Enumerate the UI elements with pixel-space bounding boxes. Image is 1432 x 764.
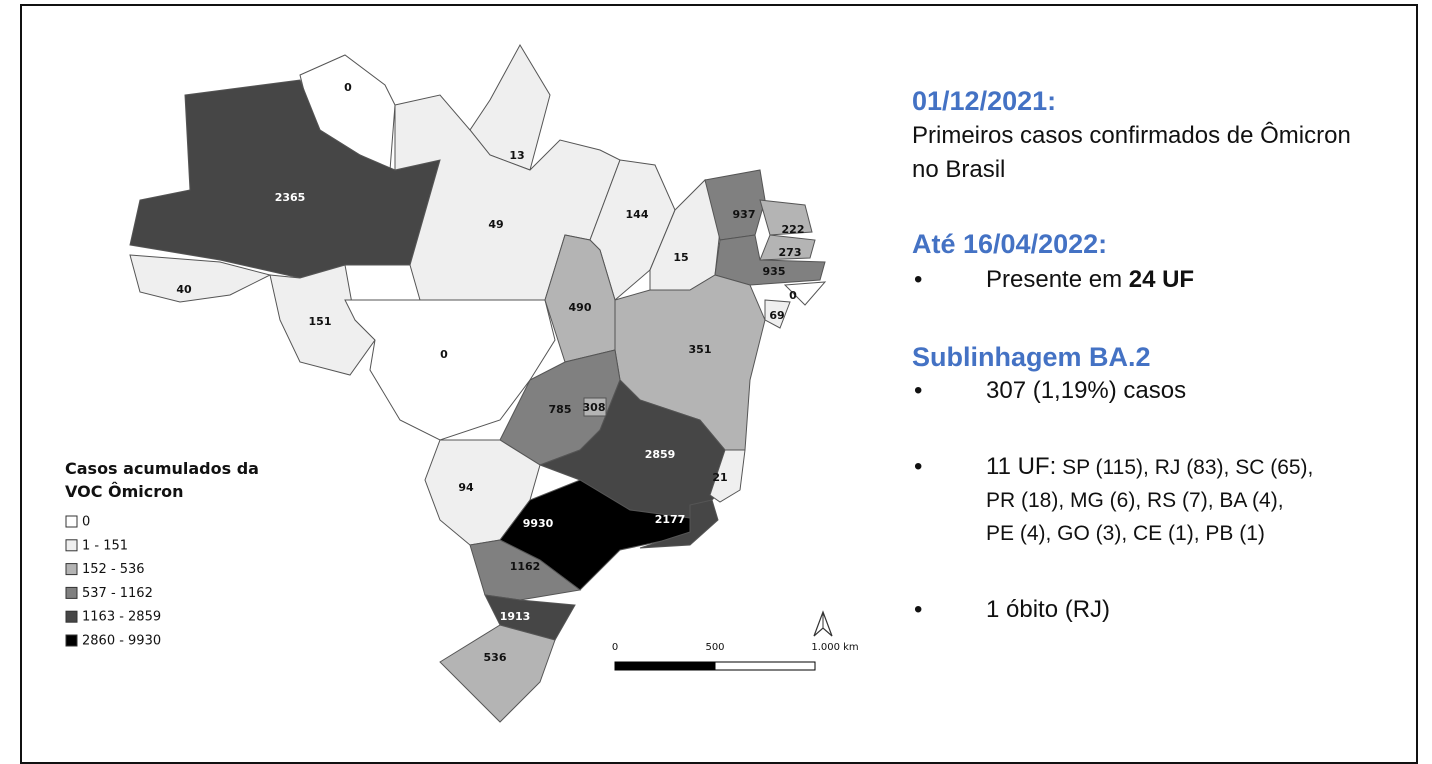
heading: 01/12/2021:	[912, 86, 1057, 116]
legend-label: 537 - 1162	[82, 586, 153, 601]
state-label: 935	[763, 265, 786, 278]
legend-title: Casos acumulados da	[65, 459, 259, 478]
heading: Sublinhagem BA.2	[912, 342, 1151, 372]
state	[639, 499, 719, 549]
state-label: 9930	[523, 517, 554, 530]
state-label: 2859	[645, 448, 676, 461]
text: SP (115), RJ (83), SC (65), PR (18), MG …	[986, 456, 1314, 545]
state	[709, 449, 746, 503]
state-label: 2177	[655, 513, 686, 526]
legend-swatch	[65, 634, 78, 647]
state-label: 0	[789, 289, 797, 302]
state-label: 0	[440, 348, 448, 361]
legend-label: 1163 - 2859	[82, 610, 161, 625]
legend-swatch	[65, 515, 78, 528]
bullet: 1 óbito (RJ)	[912, 594, 1412, 626]
state-label: 273	[779, 246, 802, 259]
state	[783, 281, 827, 306]
state-label: 1913	[500, 610, 531, 623]
legend-label: 2860 - 9930	[82, 634, 161, 649]
state-label: 351	[689, 343, 712, 356]
state	[129, 79, 441, 279]
state-label: 94	[458, 481, 474, 494]
text: Presente em	[986, 266, 1129, 293]
state	[759, 234, 816, 261]
state-label: 49	[488, 218, 503, 231]
state	[764, 299, 791, 329]
legend-title: VOC Ômicron	[65, 482, 184, 501]
scale-bar	[714, 661, 816, 671]
text: 11 UF:	[986, 453, 1057, 480]
state-label: 785	[549, 403, 572, 416]
legend-swatch	[65, 539, 78, 552]
state	[704, 169, 766, 241]
bullet: 11 UF: SP (115), RJ (83), SC (65), PR (1…	[912, 451, 1316, 550]
state	[439, 624, 556, 723]
scale-label: 0	[612, 642, 618, 653]
state	[484, 594, 576, 641]
legend-label: 1 - 151	[82, 538, 128, 553]
state-label: 13	[509, 149, 524, 162]
scale-label: 500	[705, 642, 724, 653]
state-label: 151	[309, 315, 332, 328]
state-label: 15	[673, 251, 688, 264]
scale-label: 1.000 km	[811, 642, 858, 653]
bold-text: 24 UF	[1128, 266, 1195, 293]
state-label: 222	[782, 223, 805, 236]
state-label: 308	[583, 401, 606, 414]
state-label: 2365	[275, 191, 306, 204]
state-label: 1162	[510, 560, 541, 573]
legend-swatch	[65, 563, 78, 576]
state-label: 937	[733, 208, 756, 221]
state-label: 40	[176, 283, 192, 296]
state-label: 0	[344, 81, 352, 94]
bullet: 307 (1,19%) casos	[912, 375, 1412, 407]
map: 0132365491441593722227393506940151049035…	[65, 43, 859, 723]
legend-swatch	[65, 586, 78, 599]
legend-label: 0	[82, 515, 90, 530]
scale-bar	[614, 661, 716, 671]
legend-swatch	[65, 610, 78, 623]
state-label: 144	[626, 208, 649, 221]
state-label: 21	[712, 471, 727, 484]
bullet: Presente em 24 UF	[912, 264, 1412, 296]
info-panel: 01/12/2021: Primeiros casos confirmados …	[912, 86, 1412, 626]
state	[129, 254, 272, 303]
legend-label: 152 - 536	[82, 562, 145, 577]
state-label: 490	[569, 301, 592, 314]
state-label: 536	[484, 651, 507, 664]
state	[759, 199, 813, 236]
heading: Até 16/04/2022:	[912, 229, 1108, 259]
state-label: 69	[769, 309, 784, 322]
text: Primeiros casos confirmados de Ômicron n…	[912, 122, 1351, 183]
